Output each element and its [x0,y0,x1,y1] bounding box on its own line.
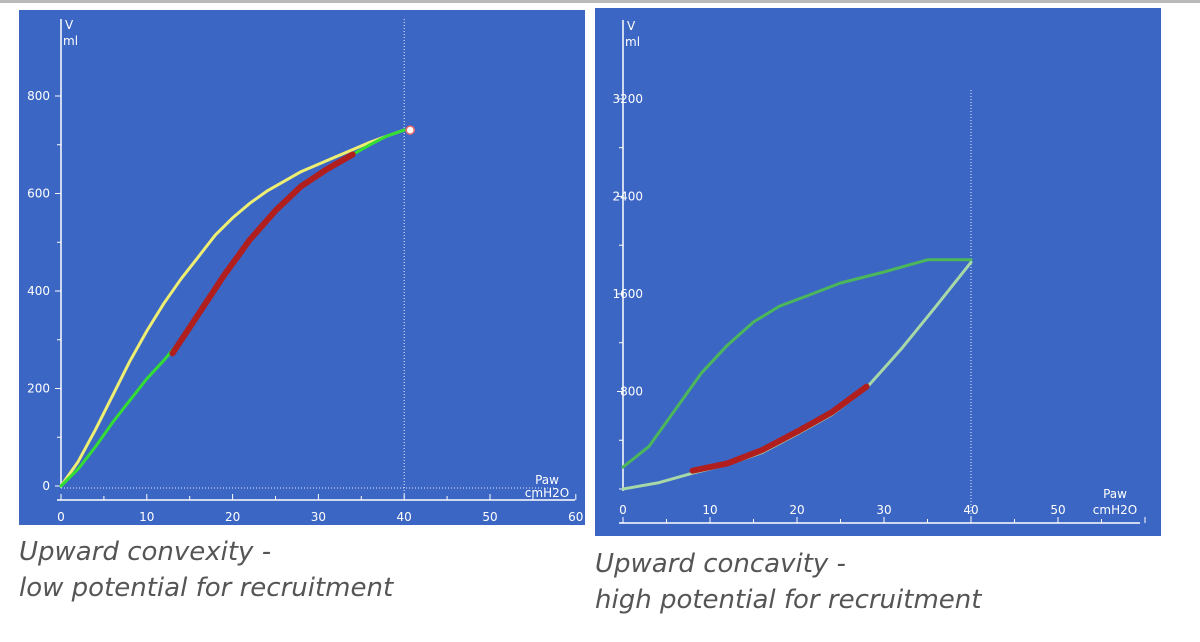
caption-convexity: Upward convexity - low potential for rec… [19,534,393,606]
y-tick-label: 200 [27,382,50,396]
caption-convexity-line1: Upward convexity - [19,537,272,567]
y-tick-label: 800 [620,384,643,398]
x-tick-label: 0 [619,503,627,517]
x-unit-label-sub: cmH2O [525,486,569,500]
y-tick-label: 0 [42,479,50,493]
y-unit-label-sub: ml [63,34,78,48]
x-tick-label: 60 [568,510,583,524]
y-tick-label: 1600 [612,287,643,301]
x-tick-label: 10 [702,503,717,517]
x-tick-label: 50 [1050,503,1065,517]
x-tick-label: 40 [397,510,412,524]
caption-concavity-line1: Upward concavity - [595,549,846,579]
x-unit-label: Paw [535,473,559,487]
caption-convexity-line2: low potential for recruitment [19,573,394,603]
y-tick-label: 2400 [612,189,643,203]
x-tick-label: 20 [225,510,240,524]
y-unit-label: V [65,18,74,32]
expiratory-curve [59,128,406,488]
inspiratory-curve [59,128,406,488]
top-divider [0,0,1200,3]
x-tick-label: 50 [482,510,497,524]
fitted-curve [689,383,870,474]
y-tick-label: 400 [27,284,50,298]
x-unit-label-sub: cmH2O [1093,503,1137,517]
fitted-curve [169,151,356,357]
x-tick-label: 30 [311,510,326,524]
x-tick-label: 10 [139,510,154,524]
x-tick-label: 20 [789,503,804,517]
caption-concavity: Upward concavity - high potential for re… [595,546,981,618]
y-unit-label-sub: ml [625,35,640,49]
y-tick-label: 600 [27,187,50,201]
x-tick-label: 30 [876,503,891,517]
caption-concavity-line2: high potential for recruitment [595,585,982,615]
inspiratory-curve [621,260,973,491]
y-unit-label: V [627,19,636,33]
x-unit-label: Paw [1103,487,1127,501]
expiratory-curve [621,258,973,469]
y-tick-label: 800 [27,89,50,103]
end-marker [405,125,415,135]
y-tick-label: 3200 [612,92,643,106]
x-tick-label: 0 [57,510,65,524]
